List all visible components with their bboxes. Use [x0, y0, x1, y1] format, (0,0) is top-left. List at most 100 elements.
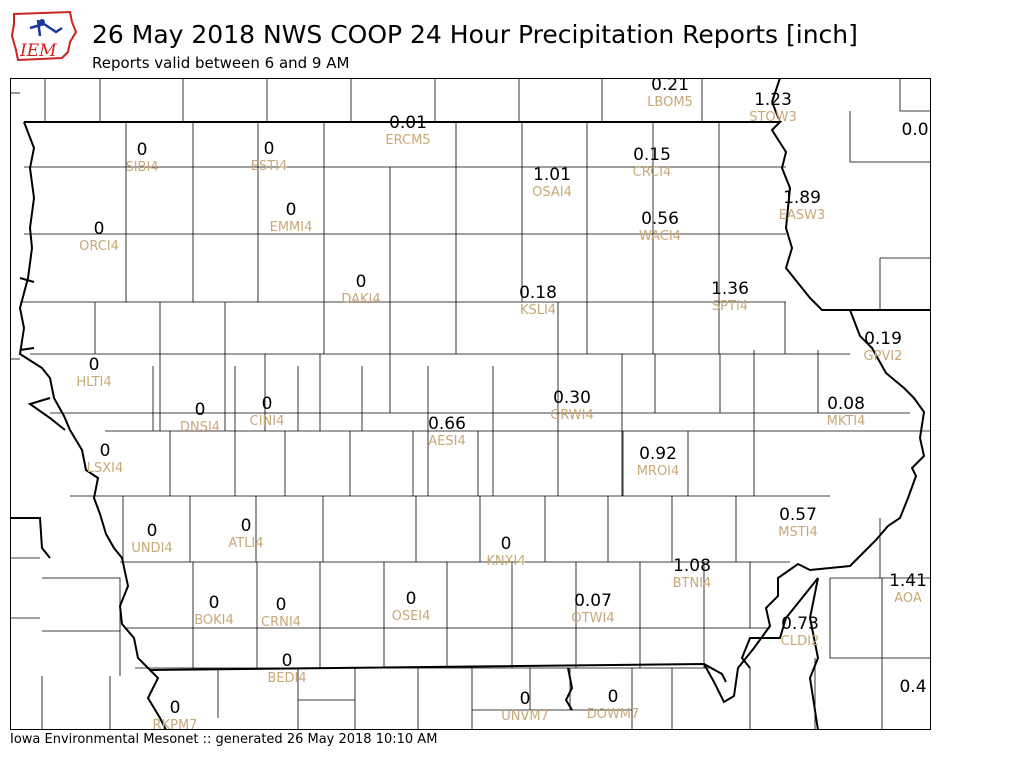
precip-value: 0.15	[633, 145, 671, 165]
station-id: MSTI4	[778, 525, 818, 540]
station-id: RKPM7	[153, 718, 198, 730]
station-id: DNSI4	[180, 420, 220, 435]
station-id: UNDI4	[131, 541, 172, 556]
map-subtitle: Reports valid between 6 and 9 AM	[92, 54, 350, 72]
station-id: GRWI4	[550, 408, 594, 423]
precip-value: 0	[262, 394, 273, 414]
precip-value: 0.56	[641, 209, 679, 229]
precip-value: 0	[137, 140, 148, 160]
precip-value: 0	[501, 534, 512, 554]
station-id: CLDI2	[781, 634, 819, 649]
precip-value: 0.21	[651, 78, 689, 95]
station-id: STOW3	[749, 110, 797, 125]
precip-value: 0	[264, 139, 275, 159]
precip-value: 0.08	[827, 394, 865, 414]
station-id: GPVI2	[864, 349, 903, 364]
state-borders	[10, 78, 931, 730]
precip-value: 0	[147, 521, 158, 541]
precip-value: 0.73	[781, 614, 819, 634]
station-id: DOWM7	[587, 707, 640, 722]
station-id: EASW3	[779, 208, 825, 223]
county-lines	[10, 78, 931, 730]
iowa-outline-shape	[10, 10, 78, 62]
precip-value: 1.41	[889, 571, 927, 591]
precip-value: 0	[282, 651, 293, 671]
station-id: CRNI4	[261, 615, 301, 630]
precip-value: 1.36	[711, 279, 749, 299]
precip-value: 0.92	[639, 444, 677, 464]
precip-value: 1.08	[673, 556, 711, 576]
precip-value: 0.30	[553, 388, 591, 408]
logo-text: IEM	[19, 41, 57, 61]
station-id: CINI4	[250, 414, 285, 429]
precip-value: 0	[170, 698, 181, 718]
precip-value: 0	[89, 355, 100, 375]
precip-value: 0	[286, 200, 297, 220]
station-id: ERCM5	[385, 133, 430, 148]
station-id: SPTI4	[712, 299, 748, 314]
station-marker: 0.4	[899, 677, 926, 697]
station-id: WACI4	[639, 229, 681, 244]
station-id: ORCI4	[79, 239, 119, 254]
station-id: HLTI4	[76, 375, 111, 390]
footer-credit: Iowa Environmental Mesonet :: generated …	[10, 732, 438, 747]
map-frame	[10, 78, 931, 730]
station-id: BTNI4	[673, 576, 712, 591]
precip-value: 0	[406, 589, 417, 609]
precip-value: 1.01	[533, 165, 571, 185]
precip-value: 0	[241, 516, 252, 536]
station-id: KNXI4	[486, 554, 525, 569]
station-id: KSLI4	[520, 303, 556, 318]
station-id: OSEI4	[392, 609, 431, 624]
precip-value: 0.19	[864, 329, 902, 349]
station-id: ATLI4	[228, 536, 263, 551]
precip-value: 0	[520, 689, 531, 709]
precip-value: 0.57	[779, 505, 817, 525]
station-id: LBOM5	[647, 95, 693, 110]
precip-value: 0.18	[519, 283, 557, 303]
station-id: AESI4	[428, 434, 465, 449]
precip-value: 1.89	[783, 188, 821, 208]
wind-vane-icon	[29, 19, 63, 37]
station-id: ESTI4	[251, 159, 288, 174]
precip-value: 0.66	[428, 414, 466, 434]
precip-value: 0.0	[901, 120, 928, 140]
station-id: BOKI4	[194, 613, 234, 628]
precip-value: 0	[195, 400, 206, 420]
precip-value: 1.23	[754, 90, 792, 110]
